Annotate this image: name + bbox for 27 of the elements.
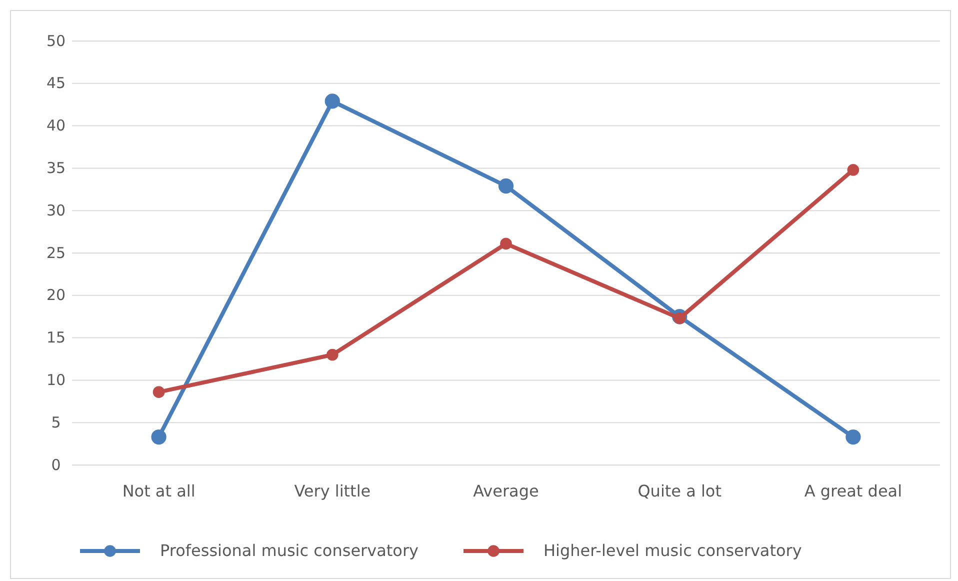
x-tick-label: Average xyxy=(473,481,539,500)
y-tick-label: 0 xyxy=(51,456,61,474)
point xyxy=(846,429,861,445)
y-tick-label: 15 xyxy=(46,328,66,347)
y-tick-label: 5 xyxy=(51,413,61,432)
x-tick-label: Quite a lot xyxy=(638,481,722,500)
legend-label: Higher-level music conservatory xyxy=(544,541,802,560)
point xyxy=(674,312,686,324)
point xyxy=(326,348,338,361)
y-tick-label: 35 xyxy=(46,159,66,177)
y-tick-label: 40 xyxy=(46,116,66,135)
x-tick-label: A great deal xyxy=(804,481,902,500)
x-tick-label: Not at all xyxy=(122,481,196,500)
point xyxy=(847,164,860,176)
y-tick-label: 45 xyxy=(46,74,66,92)
x-tick-label: Very little xyxy=(294,481,371,500)
point xyxy=(498,178,514,194)
point xyxy=(500,238,512,250)
point xyxy=(324,94,340,109)
y-tick-label: 20 xyxy=(46,286,66,304)
point xyxy=(152,386,165,398)
point xyxy=(151,429,166,445)
legend-label: Professional music conservatory xyxy=(160,541,418,560)
y-tick-label: 30 xyxy=(46,201,66,220)
y-tick-label: 10 xyxy=(46,371,66,389)
y-tick-label: 25 xyxy=(46,244,66,262)
y-tick-label: 50 xyxy=(46,32,66,50)
